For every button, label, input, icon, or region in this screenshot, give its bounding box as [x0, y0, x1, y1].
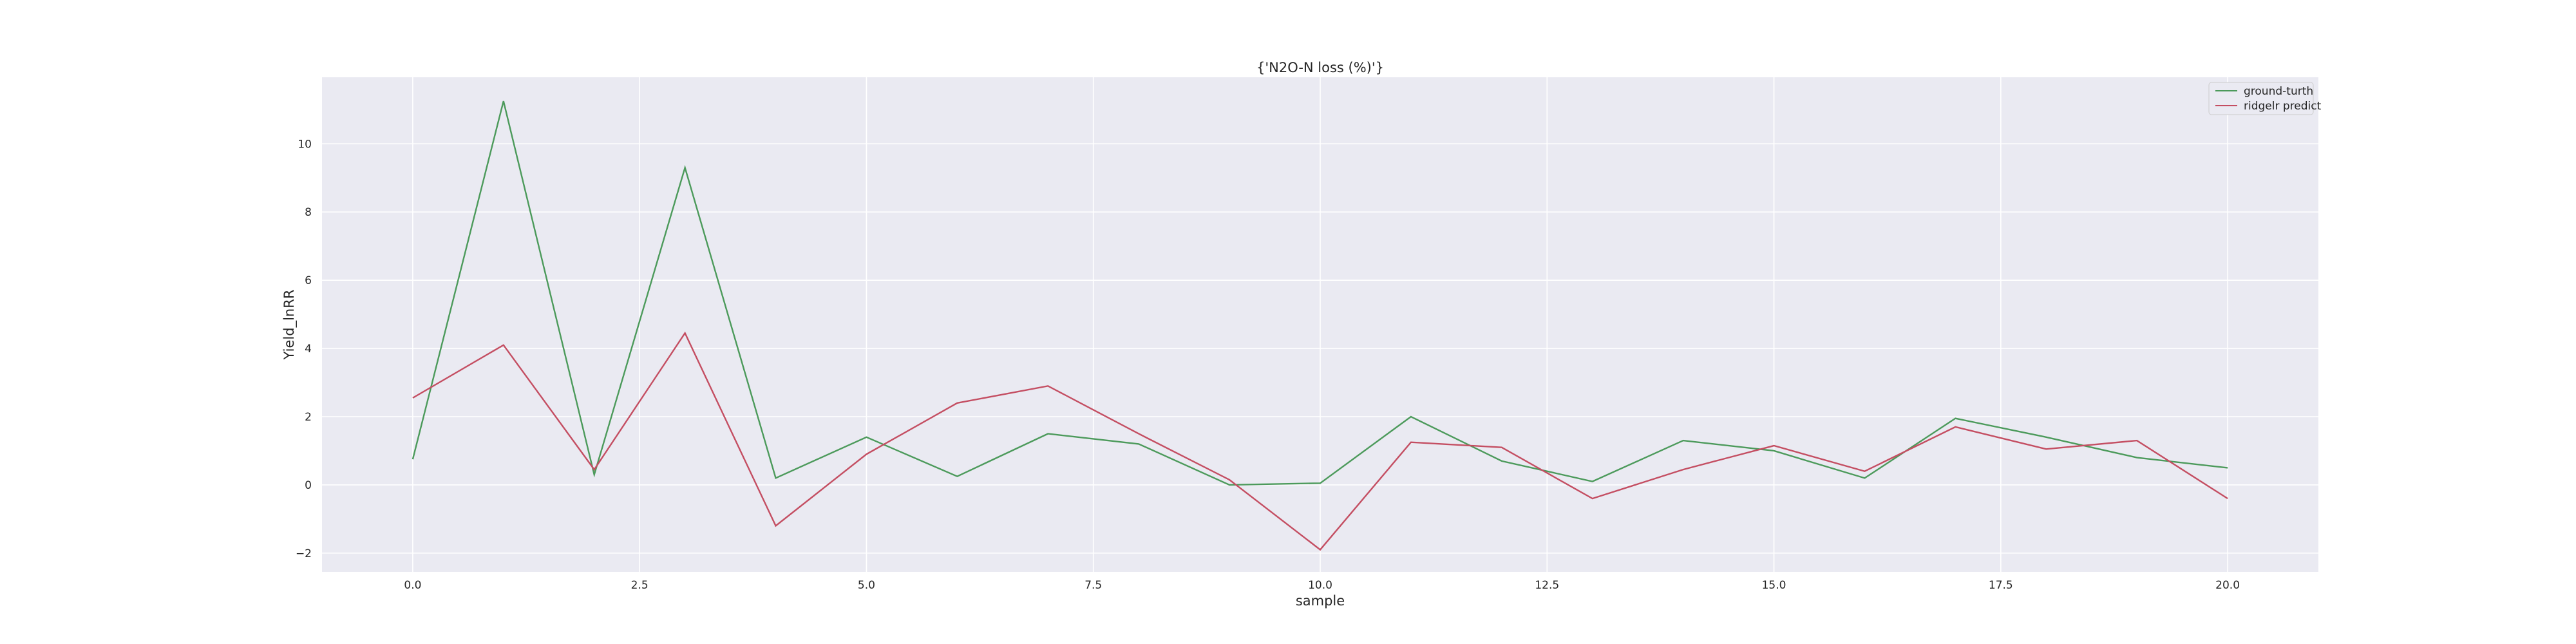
chart-title: {'N2O-N loss (%)'}: [1256, 60, 1384, 75]
x-axis-title: sample: [1296, 593, 1345, 609]
grid: [322, 77, 2318, 572]
legend-label-ridgelr-predict: ridgelr predict: [2244, 100, 2322, 113]
tick-labels: 0.0 2.5 5.0 7.5 10.0 12.5 15.0 17.5 20.0 −2 0 2 4 6 8 1…: [296, 138, 2240, 592]
y-tick-label: −2: [296, 547, 312, 560]
x-tick-label: 10.0: [1308, 579, 1332, 592]
y-tick-label: 10: [298, 138, 312, 151]
x-tick-label: 15.0: [1762, 579, 1786, 592]
x-tick-label: 17.5: [1989, 579, 2013, 592]
y-tick-label: 4: [305, 343, 312, 355]
y-tick-label: 2: [305, 411, 312, 424]
x-tick-label: 12.5: [1535, 579, 1559, 592]
x-tick-label: 0.0: [404, 579, 421, 592]
series: [412, 100, 2228, 551]
legend-label-ground-turth: ground-turth: [2244, 85, 2313, 98]
y-tick-label: 8: [305, 206, 312, 219]
x-tick-label: 2.5: [631, 579, 649, 592]
y-tick-label: 0: [305, 479, 312, 492]
x-tick-label: 5.0: [858, 579, 875, 592]
x-tick-label: 7.5: [1084, 579, 1102, 592]
x-tick-label: 20.0: [2215, 579, 2240, 592]
legend: ground-turth ridgelr predict: [2208, 82, 2322, 115]
y-tick-label: 6: [305, 274, 312, 287]
y-axis-title: Yield_lnRR: [281, 290, 298, 361]
